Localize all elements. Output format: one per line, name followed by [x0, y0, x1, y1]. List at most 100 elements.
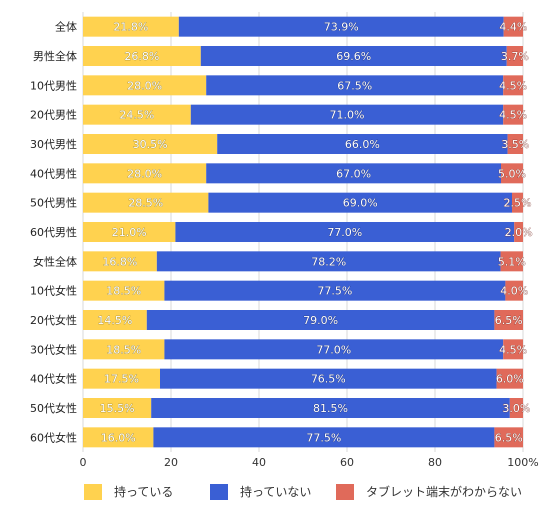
x-tick-label: 80 — [428, 456, 442, 469]
x-tick-label: 0 — [80, 456, 87, 469]
category-label: 20代男性 — [30, 108, 77, 122]
data-label-have: 28.0% — [127, 79, 162, 92]
bar-have — [83, 222, 176, 242]
bar-unknown — [509, 398, 523, 418]
bar-have — [83, 251, 157, 272]
bar-not-have — [206, 163, 501, 184]
bar-unknown — [501, 163, 523, 184]
data-label-unknown: 2.0% — [505, 226, 533, 239]
bar-have — [83, 280, 165, 301]
data-label-not-have: 77.5% — [306, 431, 341, 444]
bar-not-have — [175, 222, 515, 242]
legend-swatch-have — [84, 483, 102, 500]
bar-have — [83, 134, 218, 154]
x-tick-label: 60 — [340, 456, 354, 469]
data-label-not-have: 77.0% — [316, 343, 351, 356]
bar-have — [83, 398, 152, 418]
bar-have — [83, 104, 191, 125]
bar-unknown — [512, 192, 523, 213]
bar-not-have — [217, 134, 508, 154]
data-label-not-have: 67.0% — [336, 167, 371, 180]
bar-not-have — [160, 368, 497, 389]
bar-unknown — [506, 46, 523, 66]
x-tick-label: 100% — [507, 456, 538, 469]
data-label-have: 14.5% — [97, 314, 132, 327]
bar-unknown — [503, 339, 523, 360]
data-label-not-have: 76.5% — [311, 373, 346, 386]
legend-item-not-have: 持っていない — [210, 483, 311, 500]
category-label: 40代女性 — [30, 372, 77, 386]
x-tick-label: 40 — [252, 456, 266, 469]
legend-label-not-have: 持っていない — [240, 485, 312, 499]
data-label-have: 30.5% — [133, 138, 168, 151]
data-label-not-have: 73.9% — [324, 21, 359, 34]
category-label: 30代男性 — [30, 137, 77, 151]
category-label: 30代女性 — [30, 342, 77, 356]
bar-not-have — [200, 46, 507, 66]
data-label-unknown: 2.5% — [504, 197, 532, 210]
legend-item-unknown: タブレット端末がわからない — [336, 483, 522, 500]
data-label-unknown: 4.0% — [500, 285, 528, 298]
category-label: 60代男性 — [30, 225, 77, 239]
category-label: 50代男性 — [30, 196, 77, 210]
legend: 持っている 持っていない タブレット端末がわからない — [0, 483, 557, 503]
bar-not-have — [208, 192, 512, 213]
bar-have — [83, 46, 201, 66]
data-label-unknown: 4.4% — [499, 21, 527, 34]
data-label-have: 28.5% — [128, 197, 163, 210]
data-label-not-have: 69.6% — [336, 50, 371, 63]
data-label-have: 21.8% — [113, 21, 148, 34]
bar-have — [83, 339, 165, 360]
bar-not-have — [156, 251, 501, 272]
legend-label-unknown: タブレット端末がわからない — [366, 485, 523, 499]
data-label-have: 18.5% — [106, 285, 141, 298]
category-label: 全体 — [55, 20, 77, 34]
bar-have — [83, 368, 160, 389]
bar-unknown — [503, 75, 523, 96]
data-label-have: 16.8% — [102, 255, 137, 268]
data-label-not-have: 78.2% — [311, 255, 346, 268]
legend-label-have: 持っている — [114, 485, 174, 499]
data-label-unknown: 4.5% — [499, 79, 527, 92]
bar-have — [83, 163, 207, 184]
data-label-not-have: 79.0% — [303, 314, 338, 327]
category-label: 50代女性 — [30, 401, 77, 415]
legend-item-have: 持っている — [84, 483, 173, 500]
category-label: 20代女性 — [30, 313, 77, 327]
data-label-unknown: 4.5% — [499, 109, 527, 122]
data-label-not-have: 66.0% — [345, 138, 380, 151]
category-label: 40代男性 — [30, 166, 77, 180]
data-label-have: 28.0% — [127, 167, 162, 180]
bar-not-have — [151, 398, 510, 418]
x-tick-label: 20 — [164, 456, 178, 469]
bar-not-have — [206, 75, 504, 96]
bar-not-have — [164, 280, 506, 301]
bar-not-have — [190, 104, 504, 125]
bar-unknown — [503, 104, 523, 125]
data-label-unknown: 5.1% — [498, 255, 526, 268]
data-label-not-have: 77.0% — [327, 226, 362, 239]
bar-have — [83, 427, 154, 448]
legend-swatch-unknown — [336, 483, 354, 500]
data-label-not-have: 81.5% — [313, 402, 348, 415]
bar-unknown — [496, 368, 523, 389]
category-label: 60代女性 — [30, 430, 77, 444]
data-label-not-have: 77.5% — [317, 285, 352, 298]
bar-not-have — [146, 310, 495, 330]
data-label-not-have: 69.0% — [343, 197, 378, 210]
bar-unknown — [494, 310, 523, 330]
data-label-have: 24.5% — [119, 109, 154, 122]
data-label-have: 17.5% — [104, 373, 139, 386]
data-label-have: 26.8% — [124, 50, 159, 63]
data-label-unknown: 3.0% — [502, 402, 530, 415]
data-label-unknown: 3.5% — [501, 138, 529, 151]
bar-have — [83, 310, 147, 330]
bars: 21.8% 73.9% 4.4% 26.8% 69.6% 3.7% 28.0% 67.5% 4.… — [83, 16, 533, 448]
data-label-have: 18.5% — [106, 343, 141, 356]
x-axis-ticks: 0 20 40 60 80 100% — [80, 456, 539, 469]
category-label: 10代男性 — [30, 78, 77, 92]
bar-unknown — [507, 134, 523, 154]
bar-not-have — [164, 339, 504, 360]
